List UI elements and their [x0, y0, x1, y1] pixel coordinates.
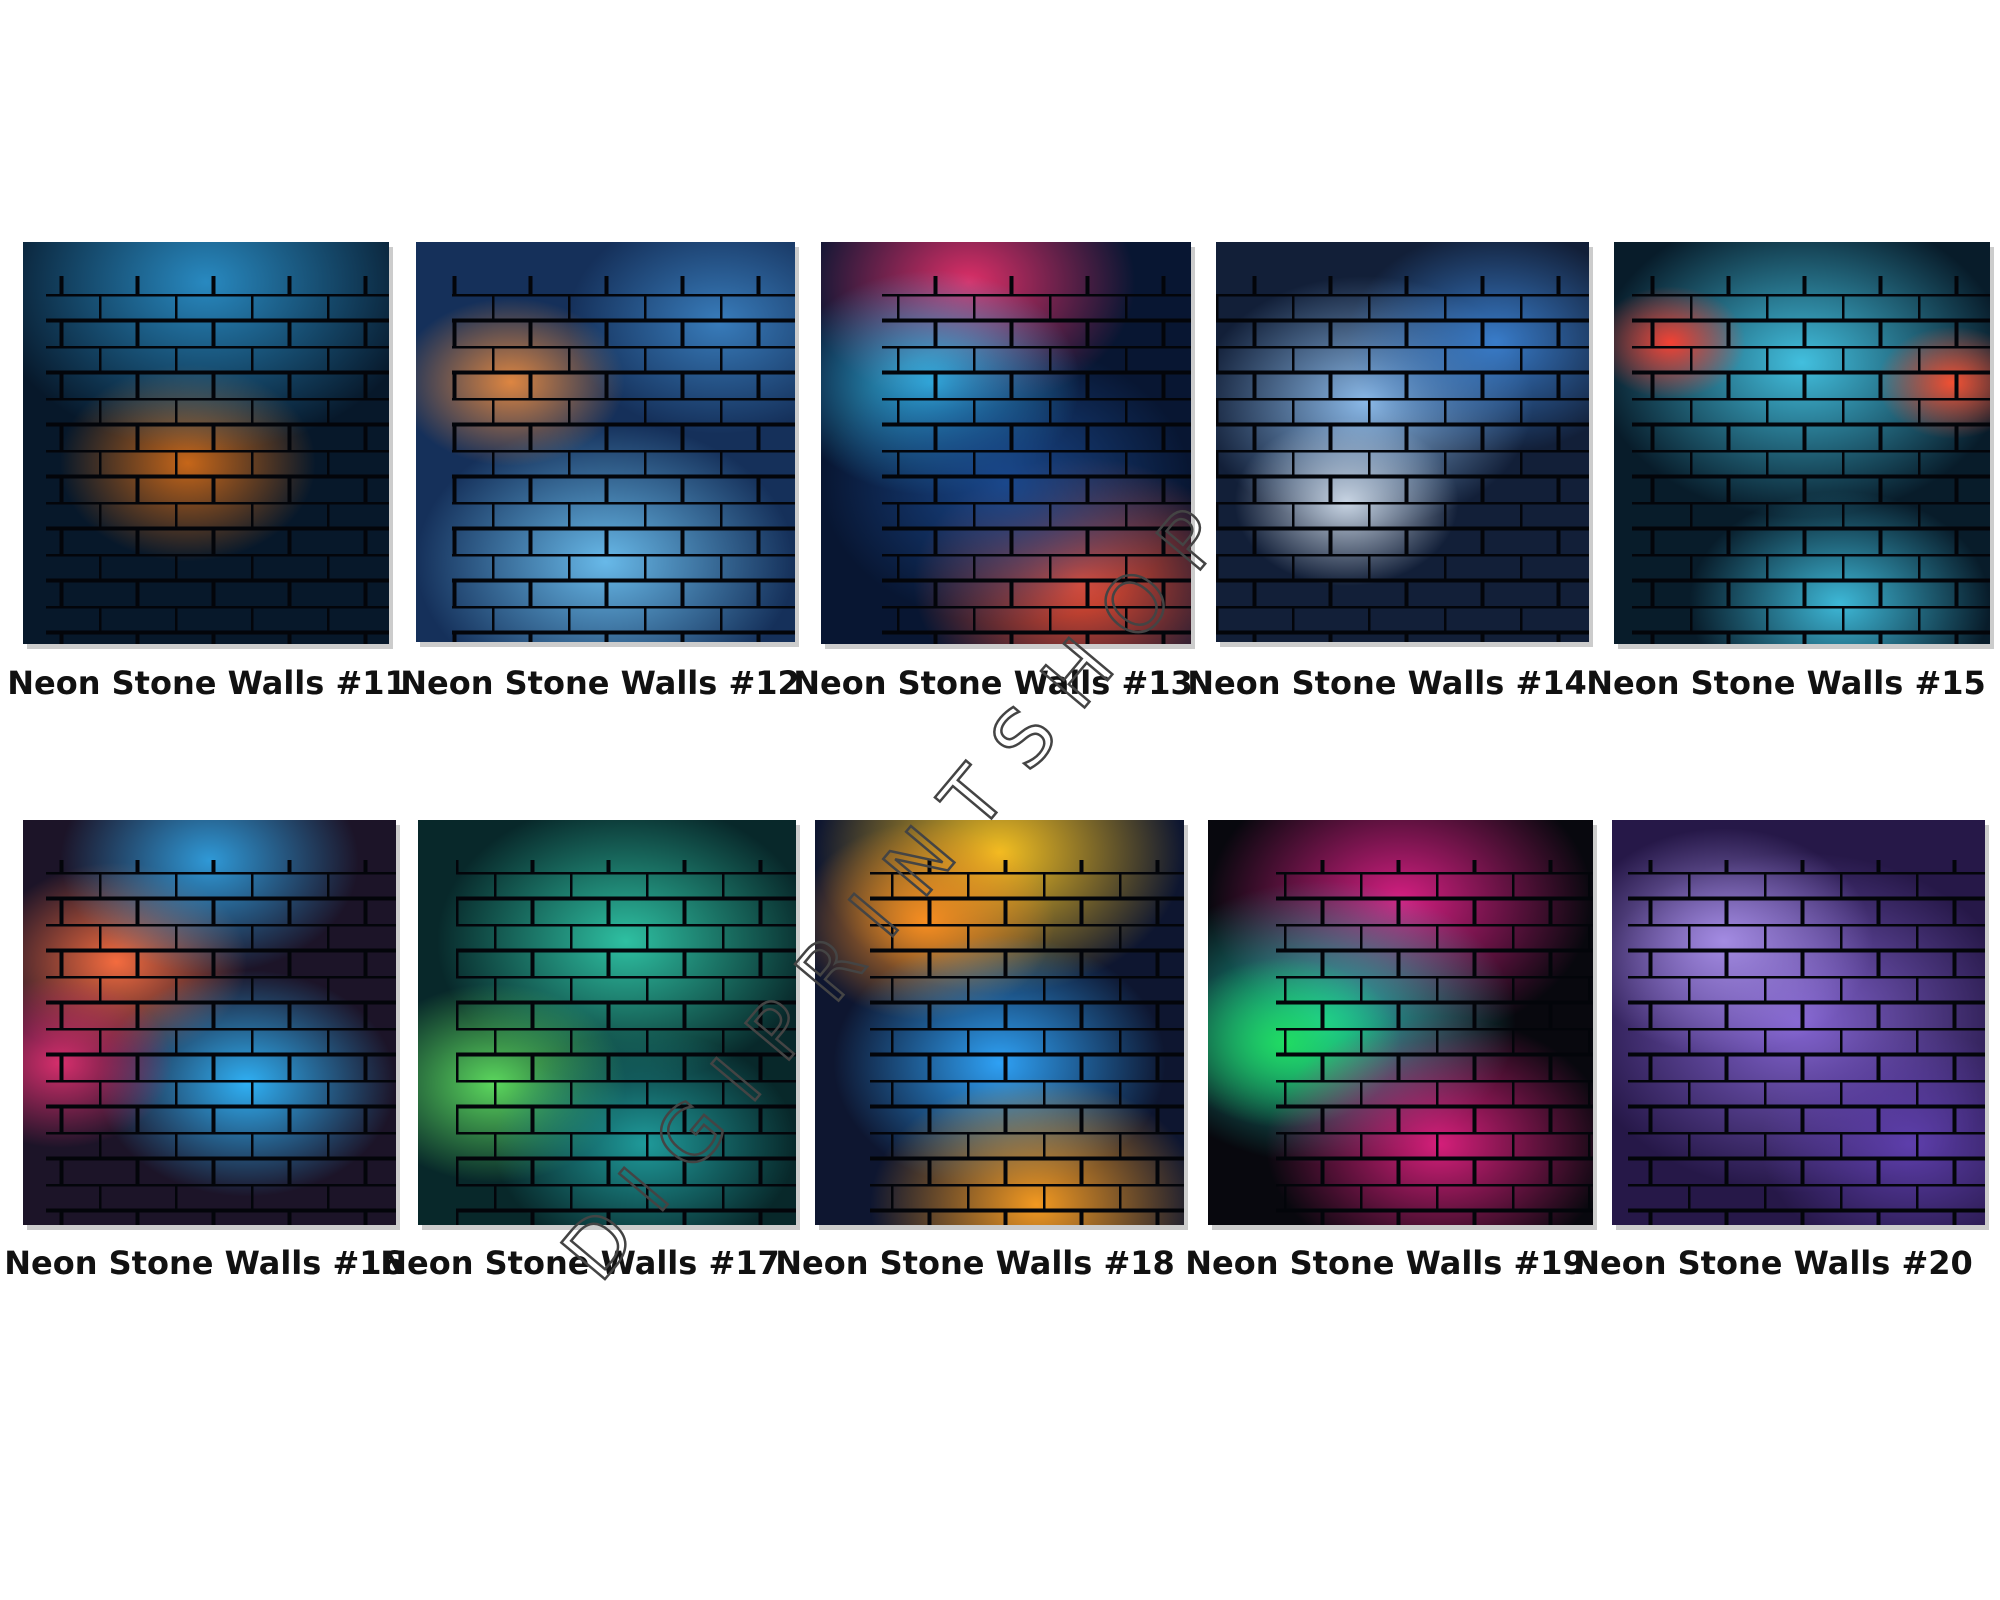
item-label: Neon Stone Walls #19 — [1185, 1244, 1585, 1282]
item-label: Neon Stone Walls #20 — [1573, 1244, 1973, 1282]
item-label: Neon Stone Walls #18 — [775, 1244, 1175, 1282]
item-label: Neon Stone Walls #12 — [400, 664, 800, 702]
thumbnail — [1216, 242, 1589, 642]
thumbnail — [23, 820, 396, 1225]
thumbnail — [1208, 820, 1593, 1225]
item-label: Neon Stone Walls #15 — [1586, 664, 1986, 702]
item-label: Neon Stone Walls #13 — [793, 664, 1193, 702]
thumbnail — [821, 242, 1191, 644]
item-label: Neon Stone Walls #16 — [4, 1244, 404, 1282]
thumbnail — [416, 242, 795, 642]
thumbnail — [1612, 820, 1985, 1225]
item-label: Neon Stone Walls #14 — [1187, 664, 1587, 702]
thumbnail — [418, 820, 796, 1225]
item-label: Neon Stone Walls #11 — [7, 664, 407, 702]
thumbnail — [23, 242, 389, 644]
item-label: Neon Stone Walls #17 — [380, 1244, 780, 1282]
thumbnail — [1614, 242, 1990, 644]
thumbnail — [815, 820, 1184, 1225]
